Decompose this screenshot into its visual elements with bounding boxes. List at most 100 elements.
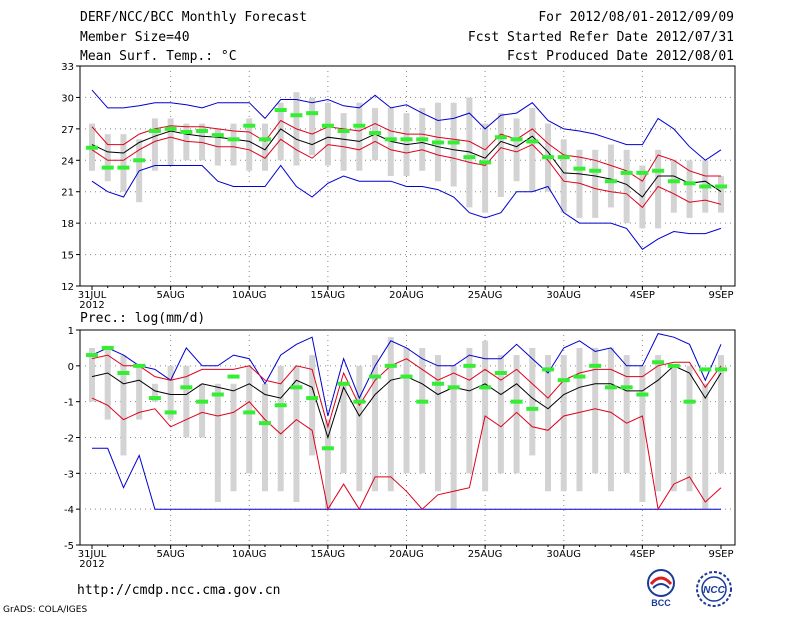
temperature-xtick-label: 10AUG: [232, 290, 267, 301]
precipitation-observed-mark: [227, 374, 240, 379]
precipitation-observed-mark: [337, 381, 350, 386]
precipitation-member-box: [655, 355, 662, 492]
precipitation-member-box: [497, 355, 504, 474]
temperature-member-box: [104, 134, 111, 182]
temperature-min-line: [91, 164, 722, 250]
temperature-member-box: [230, 123, 237, 166]
precipitation-ytick-label: 0: [68, 362, 74, 373]
fcst-started-label: Fcst Started Refer Date 2012/07/31: [467, 30, 734, 45]
temperature-observed-mark: [227, 137, 240, 142]
temperature-member-box: [387, 107, 394, 176]
footer-url[interactable]: http://cmdp.ncc.cma.gov.cn: [77, 583, 281, 598]
precipitation-observed-mark: [699, 367, 712, 372]
precipitation-member-box: [686, 365, 693, 492]
precipitation-member-box: [136, 365, 143, 420]
precipitation-observed-mark: [180, 385, 193, 390]
precipitation-observed-mark: [604, 385, 617, 390]
precipitation-member-box: [293, 365, 300, 502]
temperature-ytick-label: 27: [61, 125, 74, 136]
precipitation-observed-mark: [667, 363, 680, 368]
precipitation-member-box: [246, 365, 253, 474]
precipitation-member-box: [529, 347, 536, 456]
precipitation-member-box: [261, 383, 268, 492]
precipitation-member-box: [104, 347, 111, 420]
precipitation-xtick-label: 10AUG: [232, 549, 267, 560]
precipitation-member-box: [151, 383, 158, 402]
precipitation-observed-mark: [400, 374, 413, 379]
temperature-member-box: [686, 160, 693, 218]
precipitation-observed-mark: [243, 410, 256, 415]
precipitation-xtick-label: 4SEP: [630, 549, 655, 560]
precipitation-observed-mark: [510, 399, 523, 404]
precipitation-ytick-label: -2: [64, 434, 74, 445]
temperature-observed-mark: [620, 170, 633, 175]
precipitation-observed-mark: [321, 446, 334, 451]
temperature-observed-mark: [196, 128, 209, 133]
temperature-member-box: [655, 149, 662, 229]
temperature-observed-mark: [321, 123, 334, 128]
member-size-label: Member Size=40: [80, 30, 190, 45]
temperature-member-box: [623, 149, 630, 224]
precipitation-member-box: [607, 347, 614, 492]
temperature-member-box: [309, 97, 316, 156]
precipitation-member-box: [670, 365, 677, 492]
temperature-observed-mark: [290, 113, 303, 118]
precipitation-observed-mark: [636, 392, 649, 397]
temperature-observed-mark: [274, 108, 287, 112]
temperature-member-box: [560, 139, 567, 213]
precipitation-member-box: [545, 355, 552, 492]
precipitation-min-line: [92, 447, 721, 510]
precipitation-panel: -5 -4 -3 -2 -1 0 1 31JUL 5AUG 10AUG 15AUG 20AUG 25AU…: [64, 326, 736, 570]
precipitation-member-box: [702, 383, 709, 510]
precipitation-member-box: [230, 383, 237, 492]
temperature-member-box: [529, 107, 536, 192]
temperature-observed-mark: [369, 131, 382, 136]
ncc-logo-icon: NCC: [696, 571, 732, 607]
precipitation-member-box: [309, 355, 316, 456]
forecast-period-label: For 2012/08/01-2012/09/09: [538, 10, 734, 25]
temperature-variable-label: Mean Surf. Temp.: °C: [80, 49, 237, 64]
temperature-member-box: [261, 123, 268, 171]
temperature-xtick-label: 9SEP: [708, 290, 733, 301]
precipitation-upper-quantile-line: [91, 354, 722, 429]
precipitation-member-box: [277, 365, 284, 492]
temperature-year-label: 2012: [79, 300, 104, 311]
precipitation-observed-mark: [494, 371, 507, 375]
temperature-observed-mark: [258, 137, 271, 142]
temperature-observed-mark: [589, 168, 602, 173]
precipitation-xtick-label: 9SEP: [708, 549, 733, 560]
precipitation-member-box: [324, 419, 331, 510]
precipitation-observed-mark: [133, 363, 146, 368]
precipitation-observed-mark: [117, 371, 130, 375]
temperature-observed-mark: [479, 160, 492, 165]
temperature-observed-mark: [510, 137, 523, 142]
temperature-ytick-label: 30: [61, 93, 74, 104]
precipitation-observed-mark: [290, 385, 303, 390]
temperature-observed-mark: [447, 140, 460, 145]
temperature-member-box: [120, 134, 127, 192]
precipitation-xtick-label: 5AUG: [156, 549, 184, 560]
temperature-xtick-label: 15AUG: [311, 290, 346, 301]
temperature-observed-mark: [148, 128, 161, 133]
precipitation-member-box: [372, 355, 379, 492]
precipitation-member-box: [199, 383, 206, 438]
temperature-ytick-label: 21: [61, 188, 74, 199]
precipitation-lower-quantile-line: [91, 397, 722, 511]
grads-credit: GrADS: COLA/IGES: [3, 605, 88, 615]
temperature-observed-mark: [337, 128, 350, 133]
precipitation-member-box: [167, 365, 174, 420]
temperature-frame: [79, 65, 736, 287]
temperature-observed-mark: [400, 137, 413, 142]
precipitation-observed-mark: [589, 363, 602, 368]
temperature-observed-mark: [604, 179, 617, 184]
precipitation-member-box: [576, 347, 583, 492]
temperature-observed-mark: [652, 168, 665, 173]
bcc-logo-icon: BCC: [647, 569, 675, 608]
temperature-member-box: [576, 149, 583, 218]
precipitation-observed-mark: [369, 374, 382, 379]
temperature-xtick-label: 5AUG: [156, 290, 184, 301]
precipitation-variable-label: Prec.: log(mm/d): [80, 311, 206, 326]
fcst-produced-label: Fcst Produced Date 2012/08/01: [507, 49, 734, 64]
temperature-ytick-label: 33: [61, 62, 74, 73]
temperature-observed-mark: [431, 140, 444, 145]
